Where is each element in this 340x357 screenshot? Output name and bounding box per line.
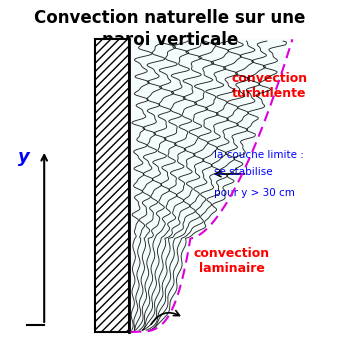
Text: y: y (18, 148, 30, 166)
Text: pour y > 30 cm: pour y > 30 cm (214, 188, 295, 198)
Polygon shape (129, 39, 292, 332)
Text: Convection naturelle sur une
paroi verticale: Convection naturelle sur une paroi verti… (34, 9, 306, 49)
Text: convection
laminaire: convection laminaire (194, 247, 270, 275)
Bar (95, 39, 129, 332)
Text: la couche limite :: la couche limite : (214, 150, 304, 160)
Text: se stabilise: se stabilise (214, 167, 273, 177)
Text: convection
turbulente: convection turbulente (231, 72, 307, 100)
